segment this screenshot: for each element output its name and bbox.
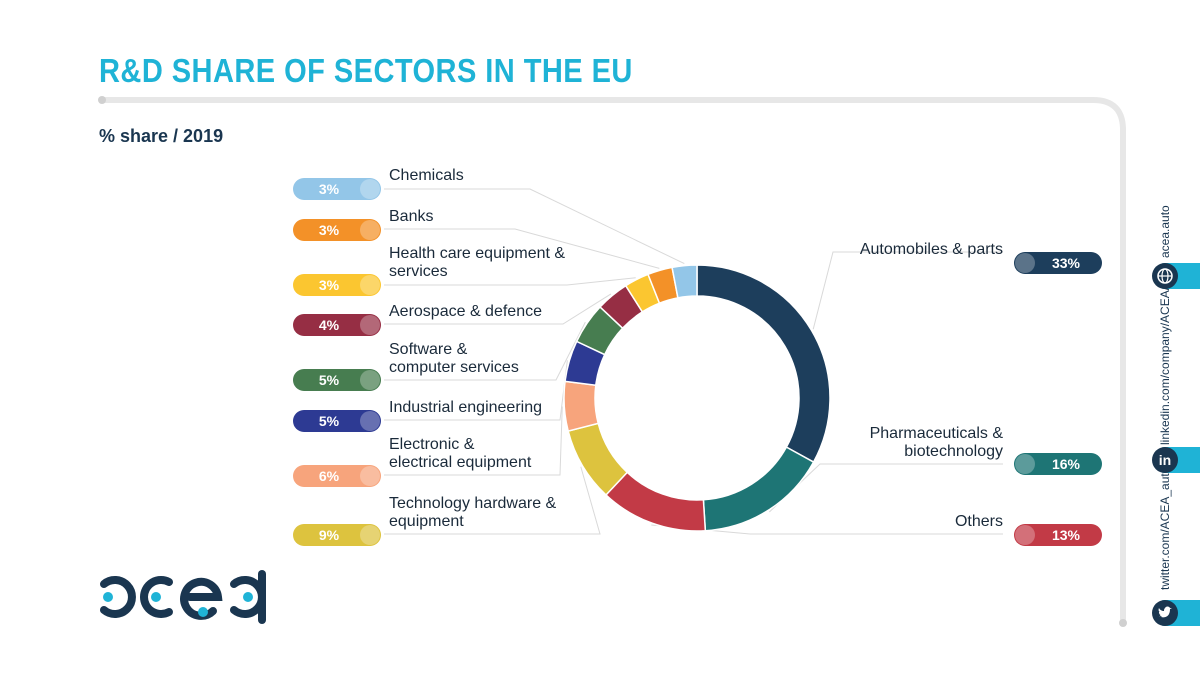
pill-electronic: 6% [293,465,381,487]
leader-line-7 [384,293,612,325]
pill-healthcare: 3% [293,274,381,296]
pill-aerospace: 4% [293,314,381,336]
donut-slice-4 [563,380,600,432]
label-electronic: Electronic & electrical equipment [389,436,532,471]
label-automobiles: Automobiles & parts [859,241,1003,258]
label-others: Others [954,513,1003,530]
twitter-icon[interactable] [1152,600,1178,626]
donut-slice-1 [702,446,815,532]
twitter-text[interactable]: twitter.com/ACEA_auto [1158,466,1172,590]
donut-ring [563,264,831,532]
label-industrial: Industrial engineering [389,399,542,416]
leader-line-3 [384,466,601,535]
pill-others: 13% [1014,524,1102,546]
pill-automobiles: 33% [1014,252,1102,274]
page-title: R&D SHARE OF SECTORS IN THE EU [99,52,633,89]
globe-icon[interactable] [1152,263,1178,289]
linkedin-text[interactable]: linkedin.com/company/ACEA/ [1158,286,1172,445]
pill-industrial: 5% [293,410,381,432]
page-subtitle: % share / 2019 [99,126,224,146]
website-text[interactable]: acea.auto [1158,205,1172,258]
label-healthcare: Health care equipment & services [389,245,566,280]
pill-banks: 3% [293,219,381,241]
leader-line-9 [384,228,660,269]
linkedin-icon[interactable]: in [1152,447,1178,473]
leader-line-6 [384,321,586,381]
label-banks: Banks [389,208,434,225]
label-aerospace: Aerospace & defence [389,303,542,320]
leader-line-0 [812,251,1003,330]
pill-software: 5% [293,369,381,391]
pill-pharma: 16% [1014,453,1102,475]
pill-chemicals: 3% [293,178,381,200]
label-chemicals: Chemicals [389,167,464,184]
donut-slice-10 [671,264,698,299]
label-software: Software & computer services [389,341,519,376]
leader-line-4 [384,406,563,476]
acea-logo: acea [96,562,266,624]
label-pharma: Pharmaceuticals & biotechnology [869,425,1003,460]
leader-line-10 [384,188,685,265]
label-techhw: Technology hardware & equipment [389,495,557,530]
svg-text:acea: acea [96,562,99,563]
leader-line-8 [384,277,636,286]
donut-slice-2 [604,471,707,532]
pill-techhw: 9% [293,524,381,546]
